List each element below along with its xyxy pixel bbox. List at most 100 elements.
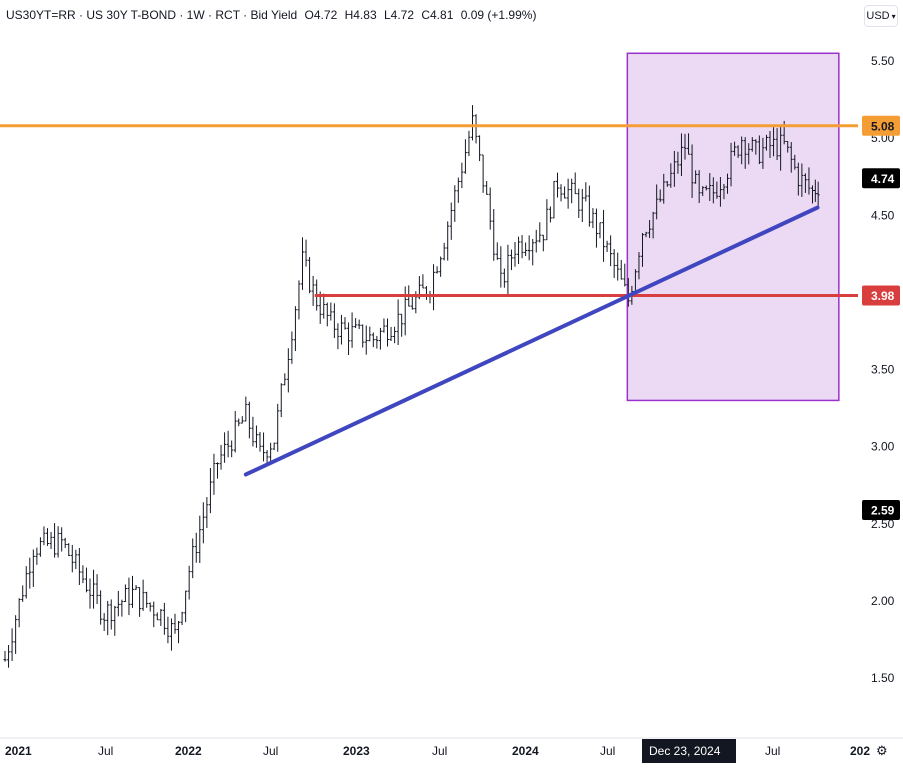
- ohlc-bar: [754, 139, 758, 155]
- ohlc-bar: [21, 585, 25, 602]
- ohlc-bar: [740, 136, 744, 165]
- ohlc-bar: [262, 432, 266, 462]
- ohlc-bar: [226, 430, 230, 458]
- ohlc-bar: [421, 274, 425, 289]
- gear-icon[interactable]: ⚙: [876, 743, 888, 758]
- open-value: O4.72: [304, 8, 338, 22]
- separator: ·: [243, 8, 248, 22]
- ohlc-bar: [63, 537, 67, 548]
- ohlc-bar: [439, 256, 443, 277]
- ohlc-bar: [807, 167, 811, 195]
- ohlc-bar: [141, 579, 145, 611]
- ohlc-bar: [750, 137, 754, 152]
- ohlc-bar: [449, 202, 453, 240]
- ohlc-bar: [641, 233, 644, 267]
- ohlc-bar: [7, 645, 11, 668]
- ohlc-bar: [410, 296, 414, 310]
- instrument-name: US 30Y T-BOND: [86, 8, 176, 22]
- ohlc-bar: [184, 590, 188, 623]
- ohlc-bar: [527, 235, 531, 261]
- ohlc-bar: [99, 590, 103, 625]
- ohlc-bar: [325, 302, 329, 327]
- ohlc-bar: [796, 162, 800, 196]
- ohlc-bar: [637, 252, 641, 280]
- low-value: L4.72: [383, 8, 414, 22]
- ohlc-bar: [531, 239, 535, 266]
- ohlc-bar: [563, 186, 567, 199]
- ohlc-bar: [612, 249, 616, 278]
- ohlc-bar: [301, 237, 304, 290]
- ohlc-bar: [478, 135, 482, 162]
- trend-line[interactable]: [243, 205, 820, 477]
- ohlc-bar: [350, 312, 354, 348]
- ohlc-bar: [131, 575, 134, 608]
- ohlc-bar: [88, 578, 92, 609]
- ohlc-bar: [764, 134, 768, 151]
- x-tick-label: 202: [850, 744, 870, 758]
- price-label: 2.59: [862, 499, 900, 520]
- ohlc-bar: [145, 591, 149, 608]
- ohlc-bar: [587, 185, 591, 227]
- ohlc-bar: [662, 173, 666, 204]
- ohlc-bar: [92, 569, 96, 609]
- ohlc-bar: [148, 602, 152, 612]
- ohlc-bar: [70, 544, 74, 573]
- ohlc-bar: [761, 137, 765, 169]
- y-tick-label: 5.50: [871, 54, 895, 68]
- highlight-box[interactable]: [626, 52, 840, 402]
- ohlc-bar: [56, 526, 60, 558]
- ohlc-bar: [701, 186, 705, 197]
- ohlc-bar: [233, 410, 237, 453]
- ohlc-bar: [506, 244, 510, 296]
- ohlc-bar: [816, 181, 820, 210]
- ohlc-bar: [726, 173, 729, 194]
- ohlc-bar: [743, 137, 747, 169]
- ohlc-bar: [194, 532, 198, 563]
- x-tick-label: 2023: [343, 744, 370, 758]
- ohlc-bar: [665, 180, 669, 187]
- y-tick-label: 4.50: [871, 208, 895, 222]
- ohlc-bar: [813, 179, 817, 202]
- ohlc-bar: [53, 523, 57, 558]
- currency-selector[interactable]: USD ▾: [864, 5, 898, 27]
- ohlc-bar: [793, 154, 797, 170]
- ohlc-bar: [471, 105, 474, 141]
- ohlc-bar: [520, 235, 524, 259]
- ohlc-bar: [38, 537, 42, 557]
- ohlc-bar: [488, 187, 492, 230]
- chart-header: US30YT=RR · US 30Y T-BOND · 1W · RCT · B…: [6, 8, 536, 22]
- ohlc-bar: [109, 599, 113, 630]
- chevron-down-icon: ▾: [891, 11, 896, 21]
- ohlc-bar: [212, 453, 216, 495]
- ohlc-bar: [669, 163, 673, 188]
- ohlc-bar: [389, 326, 393, 342]
- ohlc-bar: [304, 239, 308, 267]
- x-tick-label: Jul: [432, 744, 447, 758]
- ohlc-bar: [594, 208, 598, 248]
- ohlc-bar: [786, 140, 790, 153]
- ohlc-bar: [279, 383, 283, 418]
- ohlc-bar: [626, 277, 630, 307]
- ohlc-bar: [683, 133, 687, 160]
- change-value: 0.09 (+1.99%): [460, 8, 537, 22]
- ohlc-bar: [718, 177, 722, 207]
- ohlc-bar: [17, 598, 21, 628]
- symbol-label[interactable]: US30YT=RR: [6, 8, 76, 22]
- ohlc-bar: [499, 246, 503, 288]
- ohlc-bar: [704, 185, 708, 191]
- ohlc-bar: [591, 208, 595, 229]
- interval-label[interactable]: 1W: [186, 8, 205, 22]
- x-tick-label: Jul: [600, 744, 615, 758]
- ohlc-bar: [159, 608, 163, 627]
- ohlc-bar: [775, 128, 779, 161]
- ohlc-bar: [187, 565, 191, 600]
- ohlc-bar: [120, 599, 124, 617]
- ohlc-bar: [545, 199, 549, 241]
- ohlc-bar: [198, 515, 202, 563]
- ohlc-bar: [364, 325, 368, 355]
- ohlc-bar: [177, 621, 181, 644]
- close-value: C4.81: [421, 8, 454, 22]
- ohlc-bar: [230, 440, 234, 458]
